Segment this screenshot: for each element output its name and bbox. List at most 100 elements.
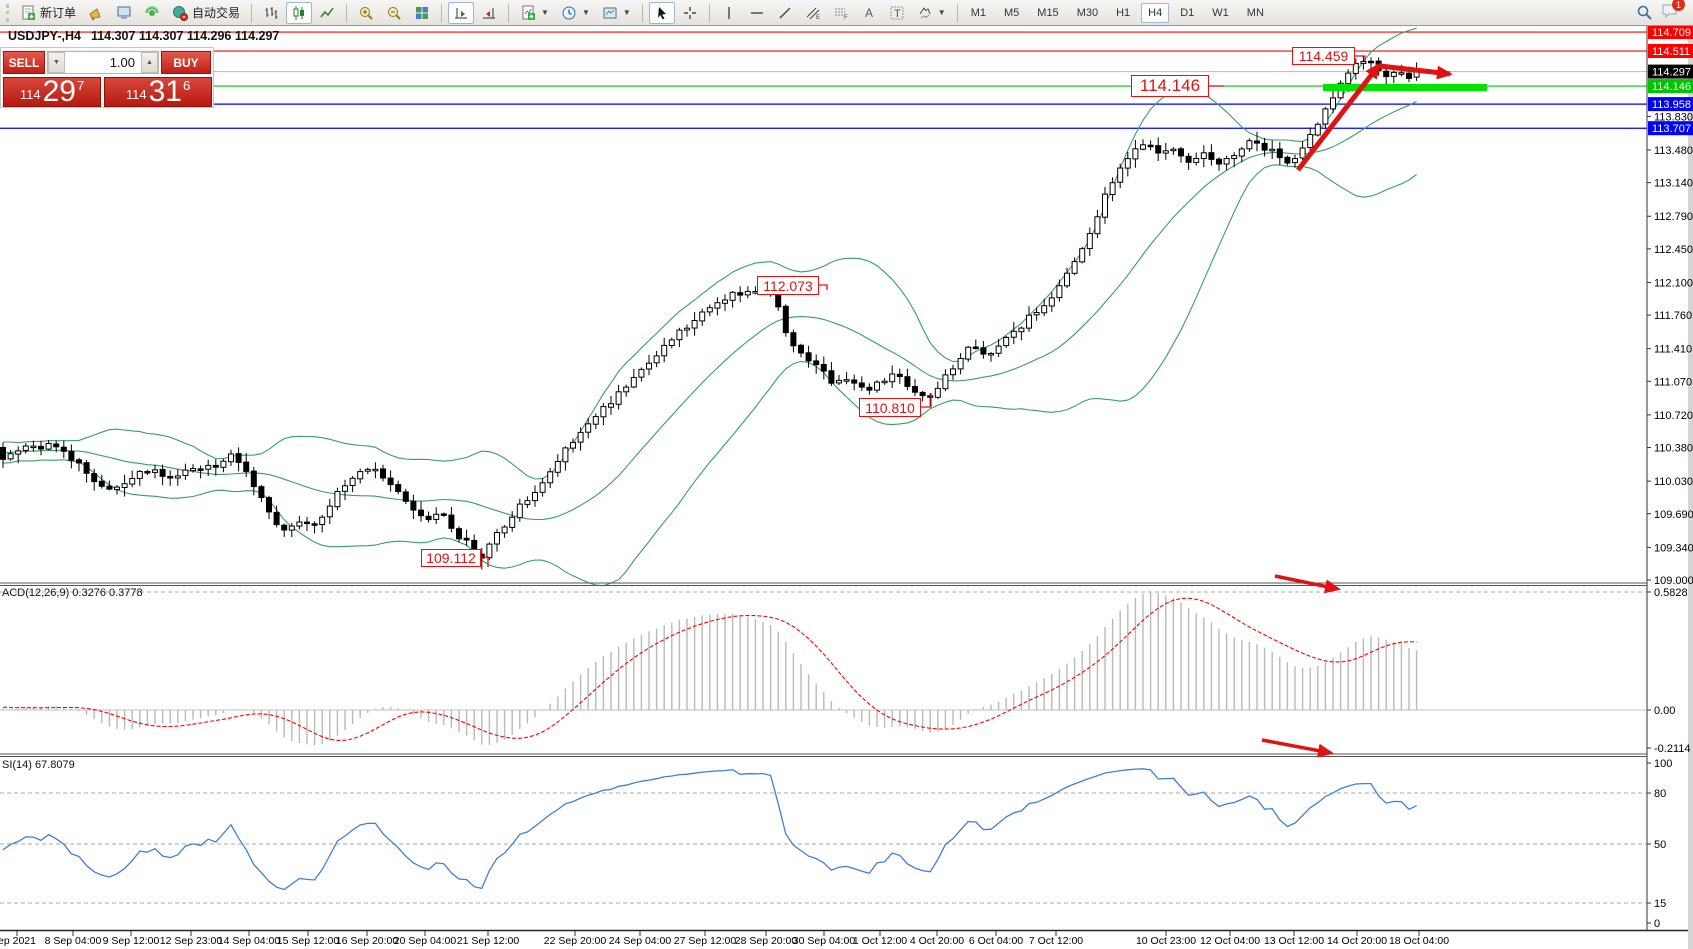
signal-button[interactable] xyxy=(139,2,165,24)
auto-trading-button[interactable]: 自动交易 xyxy=(167,2,245,24)
toolbar-grip[interactable] xyxy=(6,3,11,22)
timeframe-h1[interactable]: H1 xyxy=(1116,6,1131,19)
bar-chart-button[interactable] xyxy=(258,2,284,24)
trend-arrow xyxy=(1296,62,1381,172)
fibonacci-button[interactable]: F xyxy=(828,2,854,24)
line-chart-button[interactable] xyxy=(314,2,340,24)
buy-button[interactable]: BUY xyxy=(161,51,211,74)
shapes-arrows-icon xyxy=(919,6,931,18)
line-chart-icon xyxy=(320,7,334,17)
annotation-price-label[interactable]: 112.073 xyxy=(757,276,819,295)
new-order-label: 新订单 xyxy=(40,6,77,20)
trendline-button[interactable] xyxy=(772,2,798,24)
svg-text:16 Sep 20:00: 16 Sep 20:00 xyxy=(336,935,399,947)
auto-scroll-button[interactable] xyxy=(476,2,502,24)
svg-text:110.030: 110.030 xyxy=(1654,476,1693,488)
terminal-icon xyxy=(117,6,131,19)
chart-title: USDJPY-,H4 114.307 114.307 114.296 114.29… xyxy=(8,29,289,43)
svg-text:ep 2021: ep 2021 xyxy=(0,935,36,947)
svg-text:6 Oct 04:00: 6 Oct 04:00 xyxy=(969,935,1023,947)
timeframe-m15[interactable]: M15 xyxy=(1037,6,1059,19)
svg-text:A: A xyxy=(865,6,873,20)
trend-arrow xyxy=(1379,63,1453,80)
svg-text:111.070: 111.070 xyxy=(1654,376,1692,388)
timeframe-h4[interactable]: H4 xyxy=(1141,2,1170,23)
one-click-trading-panel: SELL ▼ 1.00 ▲ BUY 114 29 7 114 31 6 xyxy=(0,47,214,108)
svg-text:110.380: 110.380 xyxy=(1654,443,1693,455)
svg-text:24 Sep 04:00: 24 Sep 04:00 xyxy=(609,935,672,947)
notifications-button[interactable]: 1 xyxy=(1661,0,1685,22)
search-icon[interactable] xyxy=(1636,4,1653,21)
sell-price-tile[interactable]: 114 29 7 xyxy=(3,77,101,107)
zoom-in-icon xyxy=(360,6,373,20)
chevron-down-icon: ▼ xyxy=(622,8,631,17)
template-chart-icon xyxy=(603,7,617,18)
buy-price-big: 31 xyxy=(148,75,182,108)
periods-button[interactable]: ▼ xyxy=(556,2,595,24)
volume-decrease-button[interactable]: ▼ xyxy=(48,52,65,73)
buy-price-prefix: 114 xyxy=(125,87,147,102)
timeframe-m30[interactable]: M30 xyxy=(1076,6,1099,19)
svg-text:50: 50 xyxy=(1654,839,1666,851)
svg-text:10 Oct 23:00: 10 Oct 23:00 xyxy=(1136,935,1196,947)
channel-icon: E xyxy=(806,7,820,21)
volume-value[interactable]: 1.00 xyxy=(109,55,135,70)
sell-button[interactable]: SELL xyxy=(3,51,45,74)
svg-text:0: 0 xyxy=(1654,918,1660,930)
trend-arrow xyxy=(1274,574,1341,594)
chevron-down-icon: ▼ xyxy=(937,8,946,17)
channel-button[interactable]: E xyxy=(800,2,826,24)
annotation-price-label[interactable]: 114.459 xyxy=(1292,47,1355,65)
market-watch-button[interactable] xyxy=(83,2,109,24)
svg-text:8 Sep 04:00: 8 Sep 04:00 xyxy=(45,935,102,947)
svg-text:110.720: 110.720 xyxy=(1654,410,1693,422)
add-indicator-button[interactable]: ▼ xyxy=(515,2,554,24)
crosshair-button[interactable] xyxy=(677,2,703,24)
zoom-in-button[interactable] xyxy=(353,2,379,24)
shapes-button[interactable]: ▼ xyxy=(912,2,951,24)
annotation-price-label[interactable]: 114.146 xyxy=(1131,75,1209,97)
svg-text:109.000: 109.000 xyxy=(1654,575,1693,587)
timeframe-m5[interactable]: M5 xyxy=(1004,6,1020,19)
timeframe-mn[interactable]: MN xyxy=(1246,6,1264,19)
svg-text:112.100: 112.100 xyxy=(1654,278,1693,290)
crosshair-icon xyxy=(683,6,696,19)
bar-chart-icon xyxy=(265,6,278,19)
vertical-line-icon xyxy=(728,6,730,19)
new-order-button[interactable]: 新订单 xyxy=(15,2,81,24)
auto-trading-icon xyxy=(173,5,189,21)
svg-text:T: T xyxy=(894,8,901,20)
templates-button[interactable]: ▼ xyxy=(597,2,636,24)
svg-text:-0.2114: -0.2114 xyxy=(1654,743,1691,755)
horizontal-line-button[interactable] xyxy=(744,2,770,24)
timeframe-w1[interactable]: W1 xyxy=(1212,6,1229,19)
svg-text:112.790: 112.790 xyxy=(1654,211,1693,223)
timeframe-toolbar: M1 M5 M15 M30 H1 H4 D1 W1 MN xyxy=(964,2,1271,23)
sell-price-big: 29 xyxy=(42,75,76,108)
vertical-line-button[interactable] xyxy=(716,2,742,24)
timeframe-d1[interactable]: D1 xyxy=(1180,6,1195,19)
svg-text:14 Sep 04:00: 14 Sep 04:00 xyxy=(218,935,281,947)
terminal-button[interactable] xyxy=(111,2,137,24)
candlestick-chart-button[interactable] xyxy=(286,1,313,24)
svg-text:113.707: 113.707 xyxy=(1652,123,1691,135)
volume-increase-button[interactable]: ▲ xyxy=(141,52,158,73)
text-button[interactable]: A xyxy=(856,2,882,24)
tile-windows-button[interactable] xyxy=(409,2,435,24)
chart-shift-button[interactable] xyxy=(448,1,475,24)
svg-text:114.511: 114.511 xyxy=(1652,46,1690,58)
support-zone-bar xyxy=(1323,84,1487,91)
zoom-out-button[interactable] xyxy=(381,2,407,24)
text-label-button[interactable]: T xyxy=(884,2,910,24)
svg-text:114.709: 114.709 xyxy=(1652,27,1691,39)
annotation-price-label[interactable]: 109.112 xyxy=(421,549,481,567)
svg-text:112.450: 112.450 xyxy=(1654,244,1693,256)
auto-scroll-icon xyxy=(483,7,496,18)
cursor-button[interactable] xyxy=(648,1,675,24)
annotation-price-label[interactable]: 110.810 xyxy=(859,398,921,417)
timeframe-m1[interactable]: M1 xyxy=(970,6,986,19)
svg-text:109.340: 109.340 xyxy=(1654,542,1693,554)
buy-price-tile[interactable]: 114 31 6 xyxy=(104,77,212,107)
